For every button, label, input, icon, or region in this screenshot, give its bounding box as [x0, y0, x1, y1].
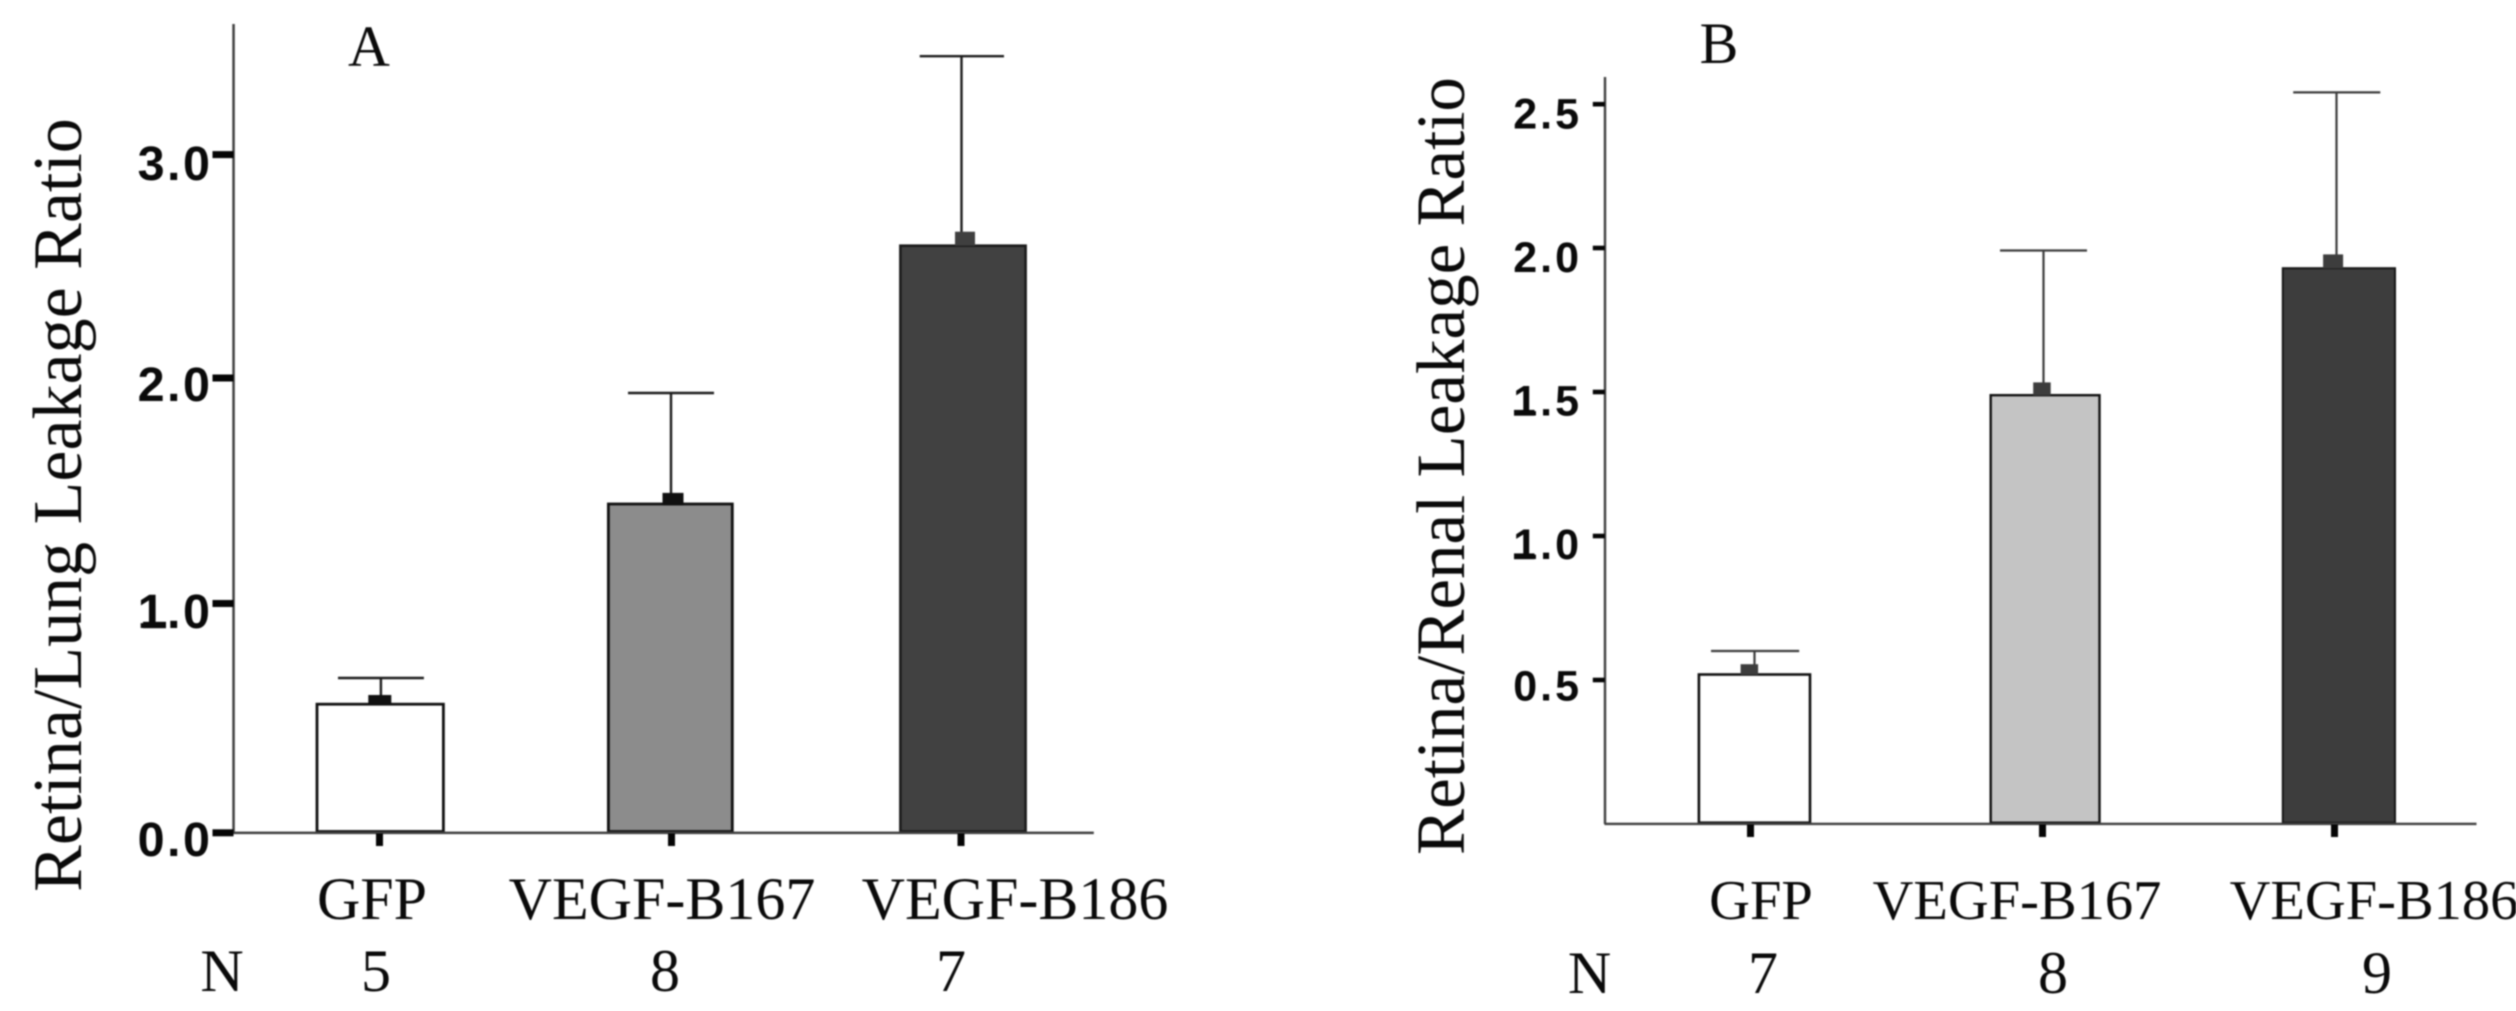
svg-text:VEGF-B186: VEGF-B186	[862, 866, 1169, 932]
svg-text:VEGF-B167: VEGF-B167	[1873, 870, 2162, 932]
svg-text:Retina/Renal Leakage Ratio: Retina/Renal Leakage Ratio	[1403, 77, 1479, 855]
svg-text:3.0: 3.0	[138, 137, 213, 191]
svg-text:Retina/Lung Leakage Ratio: Retina/Lung Leakage Ratio	[20, 118, 97, 892]
svg-text:2.0: 2.0	[1513, 234, 1582, 282]
svg-text:1.0: 1.0	[138, 585, 213, 639]
svg-text:7: 7	[1748, 940, 1778, 1006]
svg-text:1.0: 1.0	[1513, 521, 1582, 569]
svg-text:8: 8	[2038, 940, 2068, 1006]
svg-text:5: 5	[361, 938, 391, 1004]
svg-text:N: N	[1568, 940, 1611, 1006]
svg-text:0.0: 0.0	[138, 813, 213, 867]
svg-text:N: N	[200, 938, 243, 1004]
svg-text:VEGF-B167: VEGF-B167	[509, 866, 816, 932]
svg-text:0.5: 0.5	[1513, 663, 1582, 711]
svg-text:GFP: GFP	[1709, 870, 1813, 932]
svg-text:2.5: 2.5	[1513, 91, 1582, 139]
svg-text:A: A	[348, 14, 390, 79]
svg-text:8: 8	[650, 938, 680, 1004]
svg-text:1.5: 1.5	[1513, 378, 1582, 426]
svg-text:7: 7	[936, 938, 966, 1004]
svg-text:2.0: 2.0	[138, 358, 213, 412]
svg-text:GFP: GFP	[317, 866, 427, 932]
svg-text:9: 9	[2362, 940, 2392, 1006]
svg-text:VEGF-B186: VEGF-B186	[2230, 870, 2516, 932]
svg-text:B: B	[1700, 11, 1739, 76]
